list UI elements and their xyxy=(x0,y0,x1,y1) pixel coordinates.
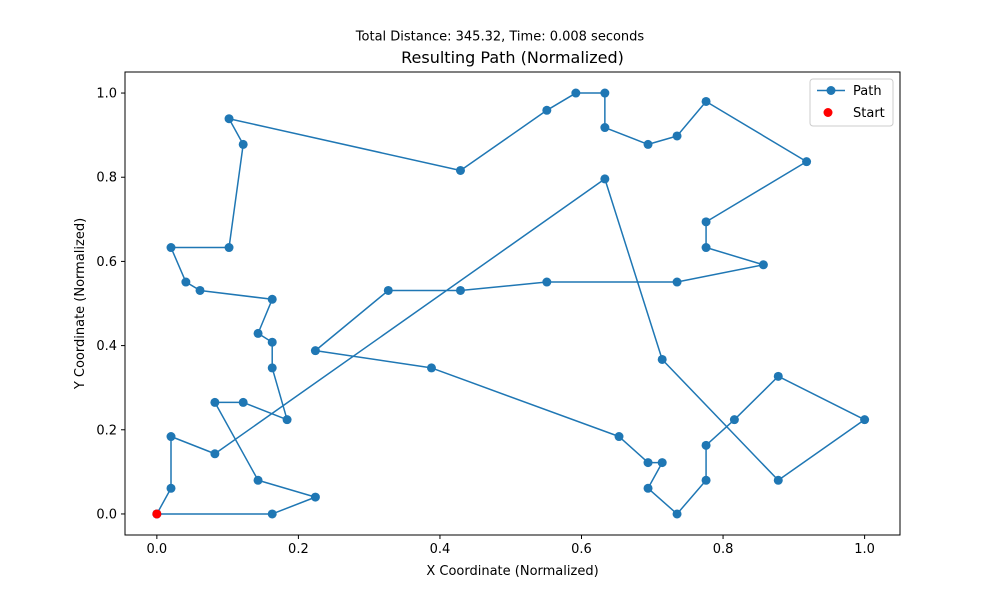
path-point xyxy=(773,475,783,485)
path-point xyxy=(729,415,739,425)
path-point xyxy=(643,458,653,468)
legend-start-label: Start xyxy=(853,106,885,121)
path-point xyxy=(210,449,220,459)
path-point xyxy=(282,415,292,425)
path-point xyxy=(267,294,277,304)
path-point xyxy=(571,88,581,98)
y-tick-label: 0.0 xyxy=(96,507,117,522)
path-point xyxy=(542,105,552,115)
path-point xyxy=(600,88,610,98)
legend: Path Start xyxy=(809,78,894,127)
path-point xyxy=(238,139,248,149)
plot-frame xyxy=(124,71,901,536)
path-point xyxy=(267,363,277,373)
y-tick-label: 1.0 xyxy=(96,87,117,102)
path-point xyxy=(614,432,624,442)
y-axis: 0.0 0.2 0.4 0.6 0.8 1.0 xyxy=(96,87,125,522)
y-tick-label: 0.8 xyxy=(96,171,117,186)
path-point xyxy=(238,397,248,407)
x-tick-label: 0.2 xyxy=(288,542,309,557)
path-point xyxy=(773,371,783,381)
path-point xyxy=(701,475,711,485)
legend-start-marker xyxy=(823,108,833,117)
path-point xyxy=(701,217,711,227)
path-point xyxy=(310,492,320,502)
path-point xyxy=(166,483,176,493)
path-point xyxy=(224,114,234,124)
path-point xyxy=(600,123,610,133)
y-tick-label: 0.6 xyxy=(96,255,117,270)
chart-title: Resulting Path (Normalized) xyxy=(401,48,624,67)
legend-path-marker xyxy=(826,86,836,95)
x-tick-label: 0.0 xyxy=(147,542,168,557)
path-point xyxy=(802,157,812,167)
path-point xyxy=(195,285,205,295)
path-point xyxy=(210,397,220,407)
x-tick-label: 0.6 xyxy=(571,542,592,557)
x-tick-label: 0.8 xyxy=(713,542,734,557)
path-point xyxy=(672,509,682,519)
x-tick-label: 0.4 xyxy=(430,542,451,557)
series-layer xyxy=(152,88,870,519)
y-tick-label: 0.2 xyxy=(96,423,117,438)
y-axis-label: Y Coordinate (Normalized) xyxy=(73,218,88,390)
path-point xyxy=(166,432,176,442)
path-point xyxy=(267,337,277,347)
path-point xyxy=(253,328,263,338)
path-point xyxy=(267,509,277,519)
path-point xyxy=(455,285,465,295)
y-tick-label: 0.4 xyxy=(96,339,117,354)
path-point xyxy=(181,277,191,287)
path-point xyxy=(253,475,263,485)
path-point xyxy=(672,277,682,287)
path-point xyxy=(166,243,176,253)
path-point xyxy=(860,415,870,425)
path-point xyxy=(701,440,711,450)
start-point xyxy=(152,509,162,519)
plot-area xyxy=(125,72,900,535)
plot-background xyxy=(125,72,900,535)
path-point xyxy=(426,363,436,373)
path-point xyxy=(672,131,682,141)
path-point xyxy=(657,458,667,468)
chart-suptitle: Total Distance: 345.32, Time: 0.008 seco… xyxy=(355,30,645,45)
path-line xyxy=(156,92,866,515)
path-point xyxy=(701,243,711,253)
x-axis: 0.0 0.2 0.4 0.6 0.8 1.0 xyxy=(147,535,875,557)
path-point xyxy=(643,139,653,149)
legend-path-label: Path xyxy=(853,84,882,99)
path-point xyxy=(542,277,552,287)
path-point xyxy=(224,243,234,253)
path-point xyxy=(643,483,653,493)
path-point xyxy=(758,260,768,270)
path-point xyxy=(455,165,465,175)
x-axis-label: X Coordinate (Normalized) xyxy=(426,564,598,579)
path-point xyxy=(383,285,393,295)
path-point xyxy=(657,354,667,364)
x-tick-label: 1.0 xyxy=(854,542,875,557)
path-point xyxy=(600,174,610,184)
path-point xyxy=(310,346,320,356)
path-point xyxy=(701,96,711,106)
